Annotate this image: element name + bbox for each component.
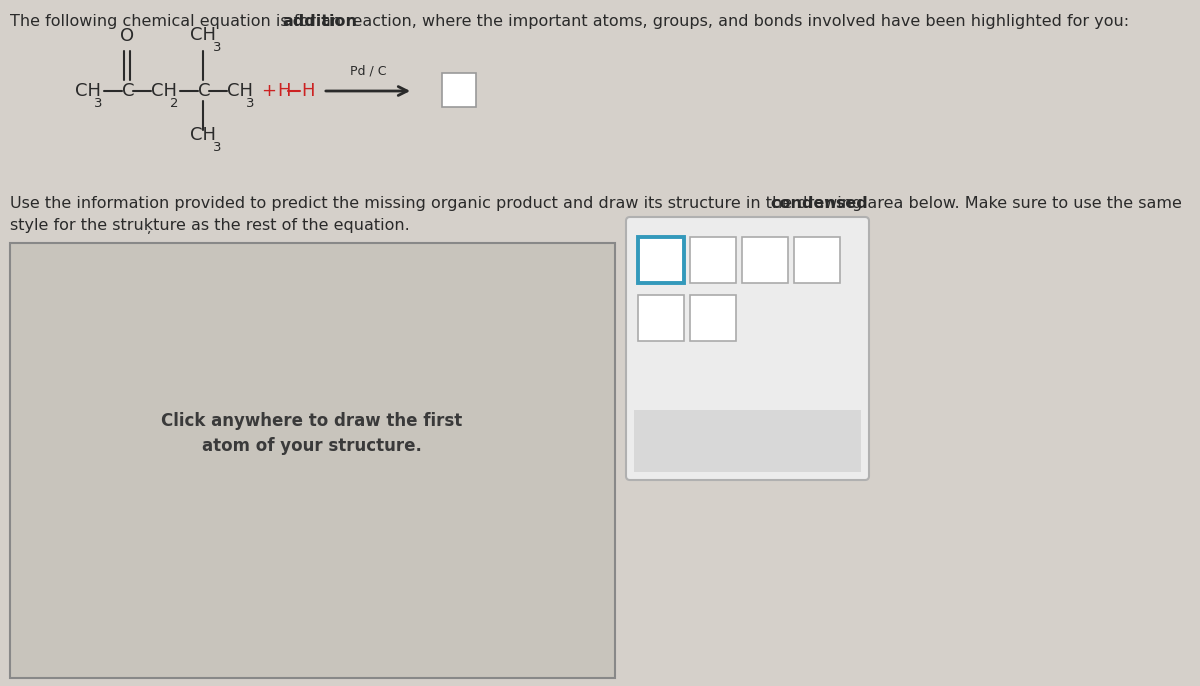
Text: CH: CH xyxy=(190,126,216,144)
Text: CH: CH xyxy=(190,26,216,44)
Text: ↺: ↺ xyxy=(742,429,758,447)
Text: Pd / C: Pd / C xyxy=(349,64,386,77)
Text: C: C xyxy=(198,82,210,100)
Text: reaction, where the important atoms, groups, and bonds involved have been highli: reaction, where the important atoms, gro… xyxy=(341,14,1129,29)
Text: addition: addition xyxy=(282,14,358,29)
Text: □: □ xyxy=(649,310,668,330)
Text: 3: 3 xyxy=(214,41,222,54)
Text: ··: ·· xyxy=(712,303,719,313)
FancyBboxPatch shape xyxy=(626,217,869,480)
Text: ×: × xyxy=(667,429,683,447)
Text: Click anywhere to draw the first: Click anywhere to draw the first xyxy=(161,412,463,430)
Text: CH: CH xyxy=(227,82,253,100)
Text: ✏: ✏ xyxy=(650,248,672,272)
FancyBboxPatch shape xyxy=(690,295,736,341)
FancyBboxPatch shape xyxy=(634,410,862,472)
Text: —: — xyxy=(659,301,667,310)
Text: +: + xyxy=(262,82,276,100)
Text: The following chemical equation is for an: The following chemical equation is for a… xyxy=(10,14,347,29)
FancyBboxPatch shape xyxy=(638,295,684,341)
Text: ⌫: ⌫ xyxy=(700,250,727,270)
Text: style for the struķture as the rest of the equation.: style for the struķture as the rest of t… xyxy=(10,218,409,234)
Text: ↻: ↻ xyxy=(817,429,833,447)
Text: H: H xyxy=(301,82,314,100)
Text: ☜: ☜ xyxy=(756,250,774,270)
FancyBboxPatch shape xyxy=(638,237,684,283)
Text: atom of your structure.: atom of your structure. xyxy=(202,437,422,455)
Text: 3: 3 xyxy=(214,141,222,154)
FancyBboxPatch shape xyxy=(442,73,476,107)
Text: 2: 2 xyxy=(170,97,179,110)
Text: CH: CH xyxy=(74,82,101,100)
FancyBboxPatch shape xyxy=(742,237,788,283)
Text: CH: CH xyxy=(151,82,178,100)
FancyBboxPatch shape xyxy=(10,243,616,678)
Text: condensed: condensed xyxy=(770,196,868,211)
Text: H: H xyxy=(277,82,290,100)
Text: +: + xyxy=(814,243,823,253)
Text: □: □ xyxy=(701,310,721,330)
Text: □: □ xyxy=(805,252,824,272)
Text: Use the information provided to predict the missing organic product and draw its: Use the information provided to predict … xyxy=(10,196,1187,211)
Text: C: C xyxy=(122,82,134,100)
FancyBboxPatch shape xyxy=(690,237,736,283)
Text: ?: ? xyxy=(455,79,463,97)
Text: 3: 3 xyxy=(94,97,102,110)
FancyBboxPatch shape xyxy=(794,237,840,283)
Text: O: O xyxy=(120,27,134,45)
Text: 3: 3 xyxy=(246,97,254,110)
